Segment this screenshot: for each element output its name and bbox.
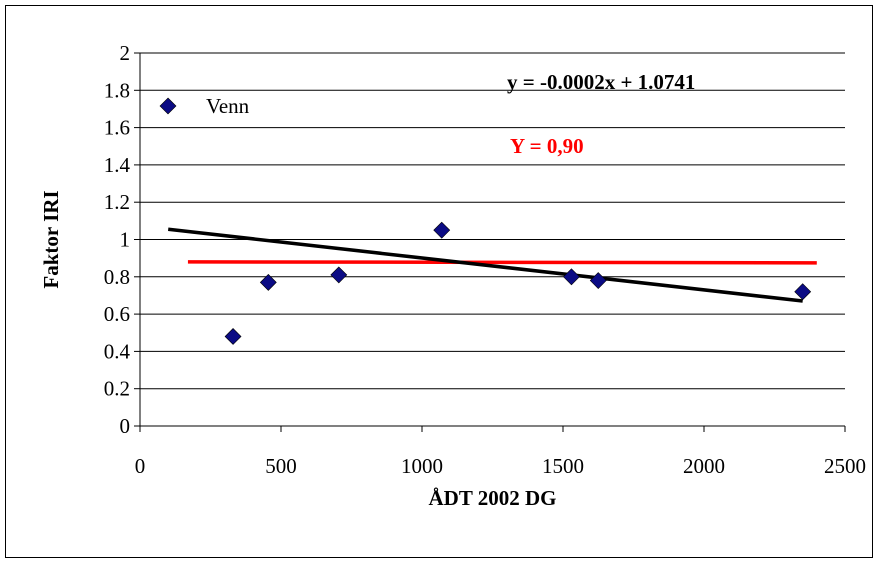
x-axis-title: ÅDT 2002 DG [429, 486, 557, 510]
y-tick-label: 0.4 [104, 339, 131, 363]
line-trendline [168, 227, 803, 303]
data-point [563, 268, 580, 286]
y-tick-label: 2 [120, 41, 131, 65]
x-tick-label: 2000 [683, 454, 725, 478]
trendline-equation: y = -0.0002x + 1.0741 [507, 70, 695, 94]
x-tick-label: 500 [265, 454, 297, 478]
data-point [589, 272, 607, 289]
data-point [433, 221, 451, 239]
y-tick-label: 1.2 [104, 190, 130, 214]
data-point [330, 266, 348, 284]
line-constant [187, 260, 817, 265]
data-point [794, 283, 812, 301]
y-axis-title: Faktor IRI [39, 190, 63, 288]
data-point [259, 273, 277, 291]
y-tick-label: 0.8 [104, 265, 130, 289]
x-tick-label: 1500 [542, 454, 584, 478]
x-tick-label: 0 [135, 454, 146, 478]
y-tick-label: 0 [120, 414, 131, 438]
legend-marker [159, 97, 177, 115]
y-tick-label: 0.6 [104, 302, 130, 326]
x-tick-label: 2500 [824, 454, 866, 478]
legend-label: Venn [206, 94, 250, 118]
y-tick-label: 1.6 [104, 116, 130, 140]
y-tick-label: 0.2 [104, 377, 130, 401]
y-tick-label: 1.4 [104, 153, 131, 177]
y-tick-label: 1 [120, 228, 131, 252]
y-tick-label: 1.8 [104, 78, 130, 102]
data-point [224, 328, 242, 345]
constant-line-label: Y = 0,90 [510, 134, 584, 158]
chart-frame [5, 5, 873, 558]
x-tick-label: 1000 [401, 454, 443, 478]
